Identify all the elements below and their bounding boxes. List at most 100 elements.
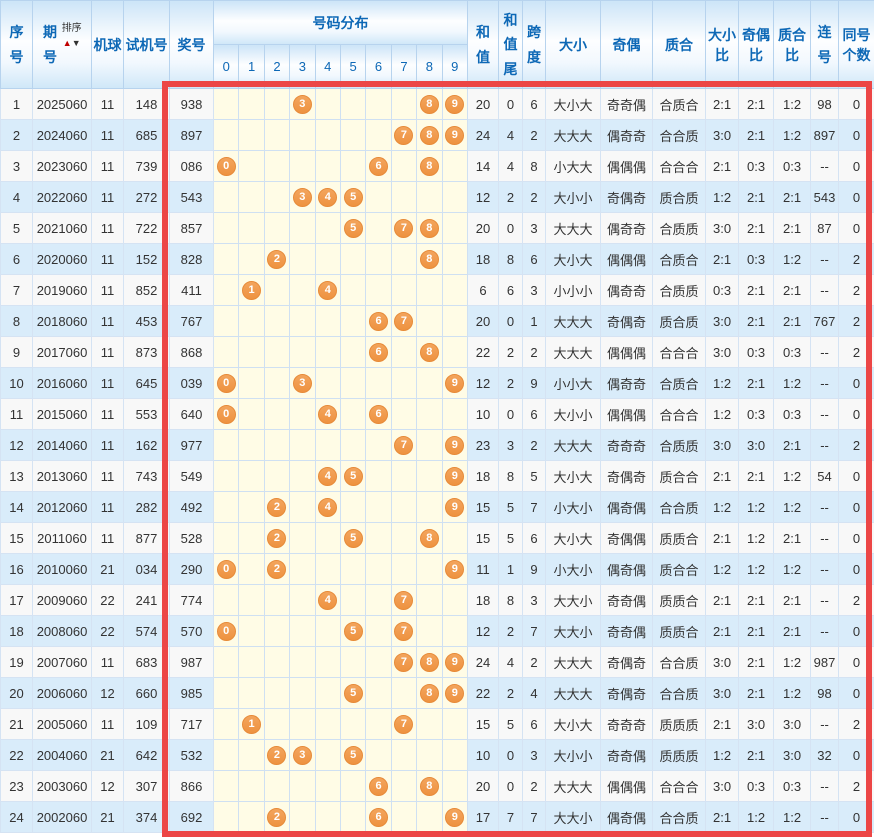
digit-cell: 7: [390, 615, 418, 647]
number-ball: 8: [419, 125, 439, 145]
number-ball: 4: [318, 497, 338, 517]
prime-ratio-cell: 1:2: [773, 646, 812, 678]
parity-ratio-cell: 1:2: [738, 553, 775, 585]
digit-column-header: 6: [365, 44, 392, 89]
parity-pattern-cell: 奇偶奇: [600, 305, 654, 337]
span-cell: 2: [522, 119, 547, 151]
digit-cell: 1: [238, 708, 265, 740]
number-ball: 1: [242, 280, 262, 300]
machine-ball-cell: 11: [91, 522, 124, 554]
table-row: 1 2025060 11 148 938 3 8 9 20 0 6 大小大 奇奇偶 合质合 2:1 2:1 1:…: [0, 88, 874, 120]
digit-cell: [441, 739, 469, 771]
size-ratio-cell: 2:1: [705, 522, 740, 554]
span-cell: 8: [522, 150, 547, 182]
digit-cell: 3: [289, 739, 316, 771]
number-ball: 9: [445, 94, 465, 114]
parity-ratio-cell: 0:3: [738, 770, 775, 802]
digit-cell: [238, 181, 265, 213]
digit-cell: 0: [212, 553, 240, 585]
parity-ratio-cell: 2:1: [738, 677, 775, 709]
digit-cell: [289, 336, 316, 368]
consecutive-cell: --: [810, 553, 840, 585]
digit-cell: [416, 491, 443, 523]
digit-cell: [289, 522, 316, 554]
sum-cell: 10: [467, 739, 500, 771]
digit-cell: 7: [390, 646, 418, 678]
consecutive-cell: --: [810, 708, 840, 740]
digit-column-header: 5: [339, 44, 367, 89]
prize-number-cell: 411: [169, 274, 214, 306]
size-ratio-cell: 1:2: [705, 553, 740, 585]
sort-desc-icon[interactable]: ▼: [71, 38, 81, 48]
col-sum-tail-label: 和值尾: [503, 11, 518, 77]
digit-cell: [390, 243, 418, 275]
period-cell: 2019060: [32, 274, 92, 306]
machine-ball-cell: 12: [91, 770, 124, 802]
digit-cell: 2: [263, 801, 291, 833]
digit-cell: 8: [416, 522, 443, 554]
sum-cell: 15: [467, 708, 500, 740]
digit-cell: [365, 119, 392, 151]
table-row: 4 2022060 11 272 543 3 4 5 12 2 2 大小小 奇偶奇 质合质 1:2 2:1 2:…: [0, 181, 874, 213]
sum-tail-cell: 2: [498, 615, 524, 647]
number-ball: 5: [343, 528, 363, 548]
parity-pattern-cell: 奇奇奇: [600, 708, 654, 740]
digit-cell: [390, 181, 418, 213]
digit-cell: 9: [441, 88, 469, 120]
digit-cell: [263, 150, 291, 182]
number-ball: 7: [394, 590, 414, 610]
parity-ratio-cell: 2:1: [738, 88, 775, 120]
digit-cell: 4: [314, 460, 341, 492]
period-cell: 2002060: [32, 801, 92, 833]
digit-cell: 9: [441, 460, 469, 492]
col-sum-label: 和值: [476, 24, 491, 65]
same-count-cell: 2: [838, 584, 874, 616]
digit-cell: [390, 367, 418, 399]
test-number-cell: 307: [123, 770, 170, 802]
digit-cell: [212, 522, 240, 554]
digit-cell: [289, 584, 316, 616]
size-pattern-cell: 小大小: [545, 553, 602, 585]
digit-cell: [416, 739, 443, 771]
period-cell: 2014060: [32, 429, 92, 461]
test-number-cell: 241: [123, 584, 170, 616]
size-ratio-cell: 3:0: [705, 677, 740, 709]
number-ball: 7: [394, 652, 414, 672]
sum-cell: 10: [467, 398, 500, 430]
size-pattern-cell: 大大大: [545, 336, 602, 368]
digit-cell: 9: [441, 429, 469, 461]
digit-cell: [365, 553, 392, 585]
sum-cell: 14: [467, 150, 500, 182]
digit-cell: [238, 770, 265, 802]
size-pattern-cell: 大小大: [545, 522, 602, 554]
seq-cell: 18: [0, 615, 33, 647]
col-size-header: 大小: [545, 0, 602, 89]
digit-cell: [339, 491, 367, 523]
digit-cell: 9: [441, 367, 469, 399]
sort-asc-icon[interactable]: ▲: [62, 38, 72, 48]
consecutive-cell: 98: [810, 677, 840, 709]
parity-ratio-cell: 2:1: [738, 739, 775, 771]
parity-ratio-cell: 3:0: [738, 429, 775, 461]
digit-cell: [263, 584, 291, 616]
same-count-cell: 0: [838, 646, 874, 678]
digit-cell: [416, 584, 443, 616]
digit-cell: 7: [390, 708, 418, 740]
digit-cell: 1: [238, 274, 265, 306]
machine-ball-cell: 22: [91, 584, 124, 616]
prime-ratio-cell: 1:2: [773, 491, 812, 523]
col-period-header: 期号 排序 ▲▼: [32, 0, 92, 89]
period-cell: 2006060: [32, 677, 92, 709]
digit-cell: [365, 429, 392, 461]
digit-cell: 9: [441, 119, 469, 151]
number-ball: 0: [216, 373, 236, 393]
digit-cell: [365, 88, 392, 120]
digit-cell: 9: [441, 646, 469, 678]
machine-ball-cell: 21: [91, 553, 124, 585]
prime-ratio-cell: 0:3: [773, 336, 812, 368]
digit-cell: [238, 212, 265, 244]
digit-cell: [289, 553, 316, 585]
seq-cell: 7: [0, 274, 33, 306]
digit-cell: [212, 460, 240, 492]
